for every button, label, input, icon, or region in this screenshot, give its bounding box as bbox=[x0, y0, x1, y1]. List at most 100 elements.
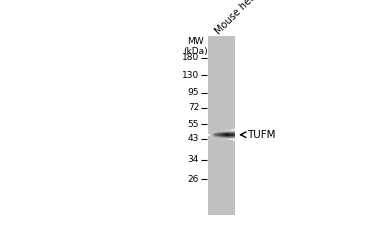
Bar bbox=[216, 135, 217, 136]
Bar bbox=[233, 137, 234, 138]
Bar bbox=[230, 139, 231, 140]
Bar bbox=[215, 135, 216, 136]
Bar bbox=[232, 131, 233, 132]
Bar bbox=[229, 132, 230, 133]
Bar bbox=[227, 139, 228, 140]
Text: 26: 26 bbox=[188, 175, 199, 184]
Bar bbox=[224, 133, 225, 134]
Bar bbox=[217, 133, 218, 134]
Bar bbox=[233, 131, 234, 132]
Bar bbox=[228, 137, 229, 138]
Text: 130: 130 bbox=[182, 71, 199, 80]
Bar bbox=[216, 133, 217, 134]
Bar bbox=[230, 136, 231, 137]
Bar bbox=[223, 133, 224, 134]
Bar bbox=[224, 136, 225, 137]
Bar bbox=[220, 132, 221, 133]
Bar bbox=[220, 136, 221, 137]
Text: 34: 34 bbox=[188, 156, 199, 164]
Bar bbox=[219, 135, 220, 136]
Bar bbox=[225, 130, 226, 131]
Bar bbox=[221, 135, 222, 136]
Bar bbox=[218, 132, 219, 133]
Bar bbox=[211, 134, 212, 135]
Bar bbox=[233, 139, 234, 140]
Bar bbox=[216, 134, 217, 135]
Bar bbox=[233, 134, 234, 135]
Bar bbox=[226, 130, 227, 131]
Bar bbox=[231, 133, 232, 134]
Text: 55: 55 bbox=[187, 120, 199, 129]
Bar bbox=[214, 135, 215, 136]
Bar bbox=[218, 134, 219, 135]
Bar bbox=[229, 138, 230, 139]
Bar bbox=[230, 134, 231, 135]
Bar bbox=[209, 135, 210, 136]
Bar bbox=[225, 134, 226, 135]
Text: 43: 43 bbox=[188, 134, 199, 143]
Bar bbox=[230, 138, 231, 139]
Bar bbox=[231, 136, 232, 137]
Bar bbox=[229, 137, 230, 138]
Bar bbox=[221, 136, 222, 137]
Bar bbox=[221, 134, 222, 135]
Bar bbox=[233, 129, 234, 130]
Bar bbox=[229, 133, 230, 134]
Bar bbox=[227, 136, 228, 137]
Bar bbox=[231, 132, 232, 133]
Text: MW
(kDa): MW (kDa) bbox=[184, 37, 208, 56]
Bar bbox=[221, 131, 222, 132]
Bar bbox=[224, 134, 225, 135]
Bar bbox=[229, 136, 230, 137]
Bar bbox=[221, 132, 222, 133]
Bar bbox=[223, 136, 224, 137]
Bar bbox=[222, 137, 223, 138]
Bar bbox=[232, 137, 233, 138]
Bar bbox=[224, 137, 225, 138]
Bar bbox=[228, 139, 229, 140]
Bar bbox=[230, 135, 231, 136]
Bar bbox=[220, 137, 221, 138]
Text: 72: 72 bbox=[188, 104, 199, 112]
Bar bbox=[222, 134, 223, 135]
Bar bbox=[229, 139, 230, 140]
Bar bbox=[227, 138, 228, 139]
Bar bbox=[211, 135, 212, 136]
Bar bbox=[230, 133, 231, 134]
Bar bbox=[231, 137, 232, 138]
Bar bbox=[225, 131, 226, 132]
Bar bbox=[228, 136, 229, 137]
Bar bbox=[225, 132, 226, 133]
Bar bbox=[217, 132, 218, 133]
Bar bbox=[231, 139, 232, 140]
Bar bbox=[218, 136, 219, 137]
Bar bbox=[224, 131, 225, 132]
Bar bbox=[226, 132, 227, 133]
Bar bbox=[223, 132, 224, 133]
Bar bbox=[224, 138, 225, 139]
Bar bbox=[218, 135, 219, 136]
Bar bbox=[228, 134, 229, 135]
Bar bbox=[213, 136, 214, 137]
Bar bbox=[232, 136, 233, 137]
Bar bbox=[222, 136, 223, 137]
Bar bbox=[220, 134, 221, 135]
Bar bbox=[231, 129, 232, 130]
Bar bbox=[233, 138, 234, 139]
Bar bbox=[213, 133, 214, 134]
Bar bbox=[216, 132, 217, 133]
Bar bbox=[231, 131, 232, 132]
Bar bbox=[215, 133, 216, 134]
Bar bbox=[217, 136, 218, 137]
Bar bbox=[210, 135, 211, 136]
Bar bbox=[212, 133, 213, 134]
Bar bbox=[214, 132, 215, 133]
Text: Mouse heart: Mouse heart bbox=[214, 0, 264, 37]
Bar bbox=[217, 135, 218, 136]
Bar bbox=[229, 131, 230, 132]
Bar bbox=[210, 134, 211, 135]
Bar bbox=[226, 137, 227, 138]
Bar bbox=[228, 131, 229, 132]
Bar bbox=[209, 134, 210, 135]
Bar bbox=[215, 134, 216, 135]
